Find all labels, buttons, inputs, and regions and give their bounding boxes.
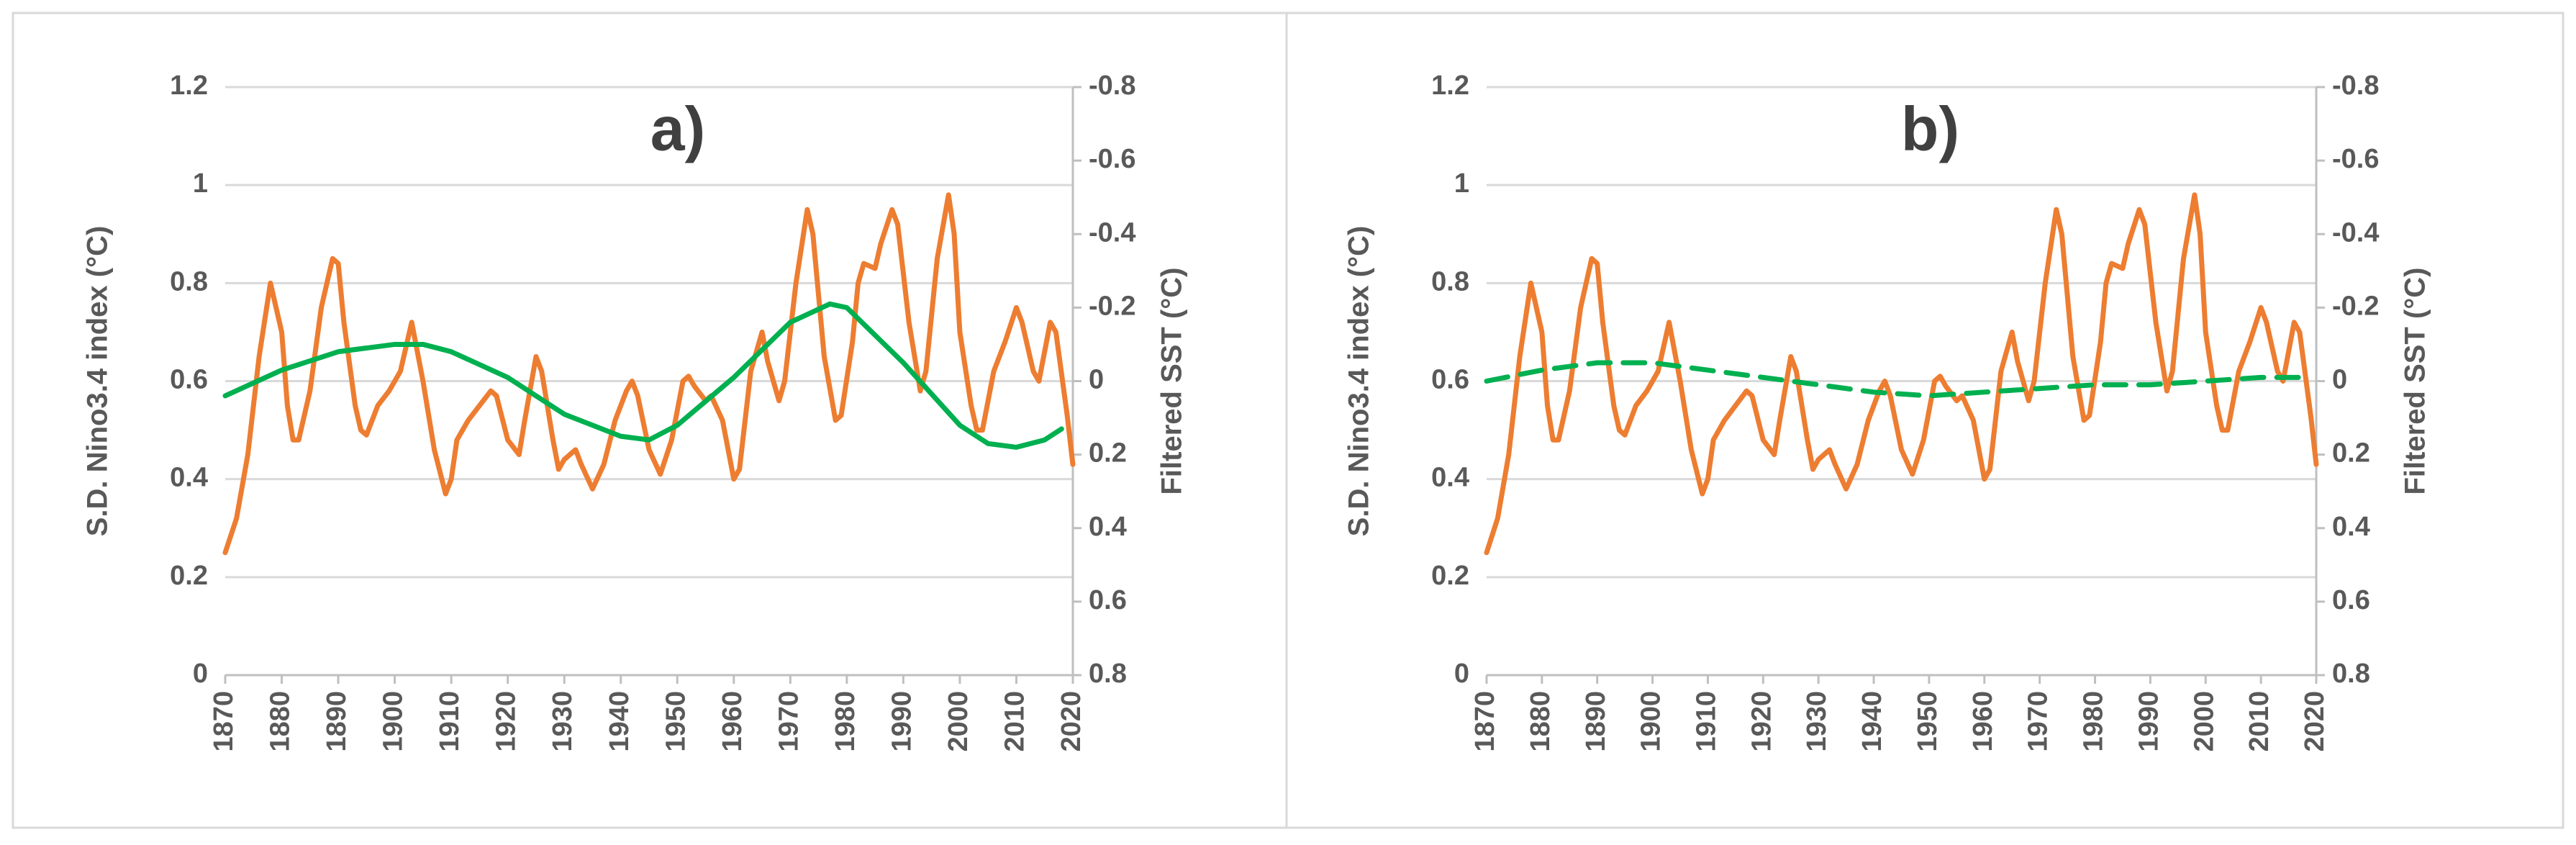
y2-tick-label: 0	[2332, 365, 2347, 395]
y2-tick-label: 0.6	[2332, 585, 2370, 615]
x-tick-label: 1880	[266, 691, 296, 752]
x-tick-label: 2020	[1056, 691, 1087, 752]
x-tick-label: 1980	[2079, 691, 2109, 752]
series-line	[1484, 192, 2319, 556]
x-tick-label: 1950	[1913, 691, 1943, 752]
y2-tick-label: -0.2	[2332, 291, 2379, 321]
y-tick-label: 0	[1454, 659, 1469, 689]
y2-tick-label: 0.6	[1089, 585, 1127, 615]
x-tick-label: 2010	[2244, 691, 2275, 752]
y-tick-label: 0.6	[170, 365, 208, 395]
y2-axis-label: Filtered SST (°C)	[2400, 267, 2431, 494]
x-tick-label: 1990	[886, 691, 917, 752]
series-line	[1484, 360, 2308, 399]
x-tick-label: 1890	[322, 691, 352, 752]
x-tick-label: 1960	[717, 691, 748, 752]
y2-tick-label: -0.4	[2332, 217, 2379, 248]
y2-tick-label: 0.4	[2332, 512, 2370, 542]
chart-title: b)	[1901, 95, 1959, 164]
y-tick-label: 0.4	[1431, 463, 1469, 493]
x-tick-label: 1910	[1691, 691, 1721, 752]
x-tick-label: 1990	[2133, 691, 2164, 752]
y2-tick-label: 0	[1089, 365, 1104, 395]
x-tick-label: 1930	[548, 691, 578, 752]
x-tick-label: 1940	[1857, 691, 1887, 752]
x-tick-label: 1900	[378, 691, 409, 752]
y-tick-label: 0.2	[170, 561, 208, 591]
x-tick-label: 1980	[830, 691, 861, 752]
x-tick-label: 1930	[1802, 691, 1832, 752]
x-tick-label: 1920	[1746, 691, 1777, 752]
x-tick-label: 2000	[2189, 691, 2219, 752]
x-tick-label: 2010	[999, 691, 1030, 752]
y-tick-label: 1	[193, 168, 208, 199]
x-tick-label: 1960	[1968, 691, 1998, 752]
y2-tick-label: -0.6	[2332, 144, 2379, 174]
series-line	[222, 192, 1076, 556]
y-axis-label: S.D. Nino3.4 index (°C)	[82, 226, 114, 537]
x-tick-label: 1900	[1636, 691, 1666, 752]
y-tick-label: 0.4	[170, 463, 208, 493]
x-tick-label: 1950	[661, 691, 691, 752]
y-tick-label: 0.8	[1431, 266, 1469, 297]
y-axis-label: S.D. Nino3.4 index (°C)	[1343, 226, 1375, 537]
y2-tick-label: 0.2	[1089, 438, 1127, 469]
y-tick-label: 0.6	[1431, 365, 1469, 395]
x-tick-label: 2020	[2300, 691, 2330, 752]
chart-title: a)	[650, 95, 705, 164]
y2-tick-label: -0.8	[1089, 71, 1135, 101]
x-tick-label: 1940	[604, 691, 635, 752]
y-tick-label: 1.2	[1431, 71, 1469, 101]
x-tick-label: 1880	[1525, 691, 1556, 752]
y-tick-label: 0	[193, 659, 208, 689]
y-tick-label: 1	[1454, 168, 1469, 199]
y2-tick-label: -0.2	[1089, 291, 1135, 321]
x-tick-label: 1970	[2023, 691, 2054, 752]
y2-tick-label: 0.8	[2332, 659, 2370, 689]
y2-tick-label: 0.4	[1089, 512, 1127, 542]
x-tick-label: 1910	[435, 691, 465, 752]
panel-frame	[1285, 12, 2564, 829]
series-line	[222, 301, 1064, 450]
x-tick-label: 2000	[943, 691, 974, 752]
y-tick-label: 0.2	[1431, 561, 1469, 591]
y2-tick-label: -0.6	[1089, 144, 1135, 174]
x-tick-label: 1870	[209, 691, 239, 752]
x-tick-label: 1870	[1470, 691, 1500, 752]
x-tick-label: 1970	[774, 691, 804, 752]
y-tick-label: 0.8	[170, 266, 208, 297]
y2-axis-label: Filtered SST (°C)	[1156, 267, 1188, 494]
x-tick-label: 1920	[491, 691, 522, 752]
y2-tick-label: -0.4	[1089, 217, 1135, 248]
y2-tick-label: 0.2	[2332, 438, 2370, 469]
y2-tick-label: -0.8	[2332, 71, 2379, 101]
y2-tick-label: 0.8	[1089, 659, 1127, 689]
x-tick-label: 1890	[1581, 691, 1611, 752]
y-tick-label: 1.2	[170, 71, 208, 101]
